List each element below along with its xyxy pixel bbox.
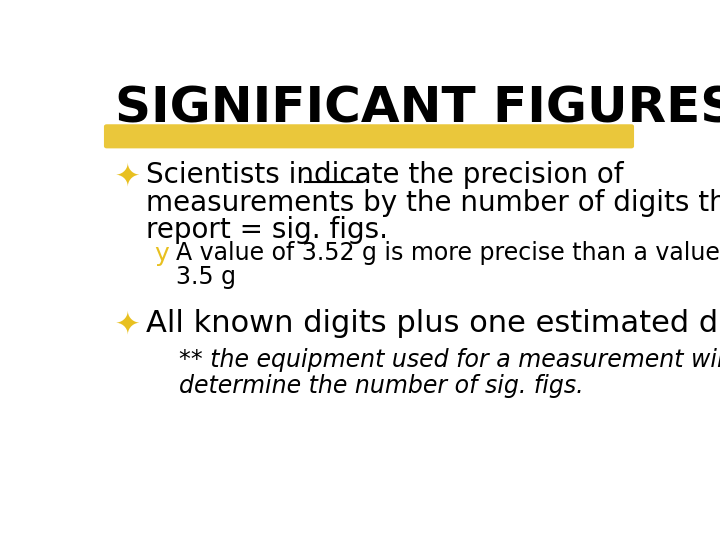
Text: A value of 3.52 g is more precise than a value of: A value of 3.52 g is more precise than a… <box>176 241 720 265</box>
Text: Scientists indicate the precision of: Scientists indicate the precision of <box>145 161 624 189</box>
Text: ✦: ✦ <box>115 163 140 192</box>
Text: y: y <box>154 242 169 266</box>
Text: ** the equipment used for a measurement will: ** the equipment used for a measurement … <box>179 348 720 372</box>
Text: All known digits plus one estimated digit: All known digits plus one estimated digi… <box>145 309 720 338</box>
Text: measurements by the number of digits they: measurements by the number of digits the… <box>145 189 720 217</box>
Text: report = sig. figs.: report = sig. figs. <box>145 216 388 244</box>
Text: 3.5 g: 3.5 g <box>176 265 236 289</box>
Text: ✦: ✦ <box>115 310 140 339</box>
Text: determine the number of sig. figs.: determine the number of sig. figs. <box>179 374 584 398</box>
Text: SIGNIFICANT FIGURES: SIGNIFICANT FIGURES <box>115 84 720 132</box>
FancyBboxPatch shape <box>104 124 634 148</box>
